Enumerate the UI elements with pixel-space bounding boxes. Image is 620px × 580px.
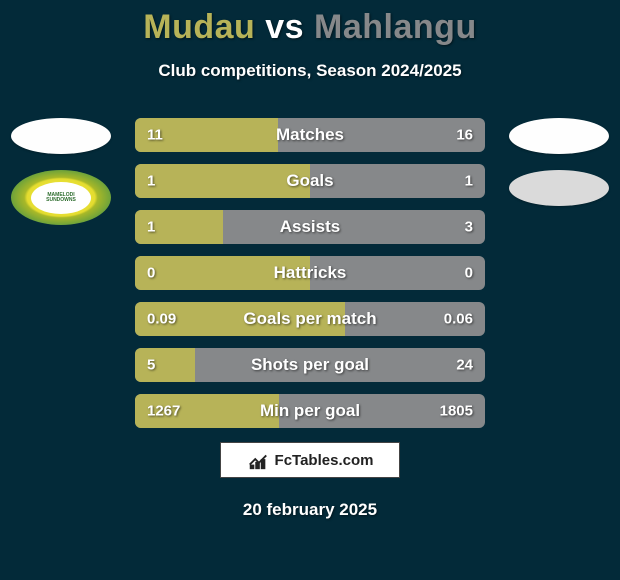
stat-row: Goals1 1 <box>135 164 485 198</box>
stat-row: Assists1 3 <box>135 210 485 244</box>
page-title: Mudau vs Mahlangu <box>0 0 620 47</box>
stat-label: Assists <box>135 217 485 237</box>
player1-photo-placeholder <box>11 118 111 154</box>
stat-value-left: 0.09 <box>147 311 176 328</box>
footer-date: 20 february 2025 <box>0 500 620 520</box>
stat-value-left: 1 <box>147 173 155 190</box>
stat-value-right: 16 <box>456 127 473 144</box>
stat-label: Matches <box>135 125 485 145</box>
club-badge-inner: MAMELODISUNDOWNS <box>31 182 91 214</box>
brand-text: FcTables.com <box>275 452 374 469</box>
stat-row: Matches11 16 <box>135 118 485 152</box>
badge-column-left: MAMELODISUNDOWNS <box>6 118 116 241</box>
badge-column-right <box>504 118 614 222</box>
player1-club-badge: MAMELODISUNDOWNS <box>11 170 111 225</box>
title-player1: Mudau <box>143 8 255 46</box>
title-vs: vs <box>265 8 304 46</box>
stat-row: Goals per match0.09 0.06 <box>135 302 485 336</box>
stat-value-left: 1 <box>147 219 155 236</box>
chart-icon <box>247 449 269 471</box>
stat-row: Min per goal1267 1805 <box>135 394 485 428</box>
stat-value-left: 0 <box>147 265 155 282</box>
stat-label: Goals per match <box>135 309 485 329</box>
stat-value-left: 5 <box>147 357 155 374</box>
stat-value-right: 0 <box>465 265 473 282</box>
stat-label: Goals <box>135 171 485 191</box>
player2-club-badge <box>509 170 609 206</box>
stat-value-right: 1805 <box>440 403 473 420</box>
stat-label: Shots per goal <box>135 355 485 375</box>
stat-value-right: 24 <box>456 357 473 374</box>
stat-row: Hattricks0 0 <box>135 256 485 290</box>
stat-row: Shots per goal5 24 <box>135 348 485 382</box>
brand-badge: FcTables.com <box>220 442 400 478</box>
stat-value-right: 0.06 <box>444 311 473 328</box>
stat-label: Hattricks <box>135 263 485 283</box>
player2-photo-placeholder <box>509 118 609 154</box>
title-player2: Mahlangu <box>314 8 477 46</box>
stat-value-right: 1 <box>465 173 473 190</box>
stat-value-left: 1267 <box>147 403 180 420</box>
stat-value-left: 11 <box>147 127 163 144</box>
stat-value-right: 3 <box>465 219 473 236</box>
stat-label: Min per goal <box>135 401 485 421</box>
page-root: Mudau vs Mahlangu Club competitions, Sea… <box>0 0 620 580</box>
subtitle: Club competitions, Season 2024/2025 <box>0 61 620 81</box>
stat-bars: Matches1116Goals11Assists13Hattricks00Go… <box>135 118 485 440</box>
